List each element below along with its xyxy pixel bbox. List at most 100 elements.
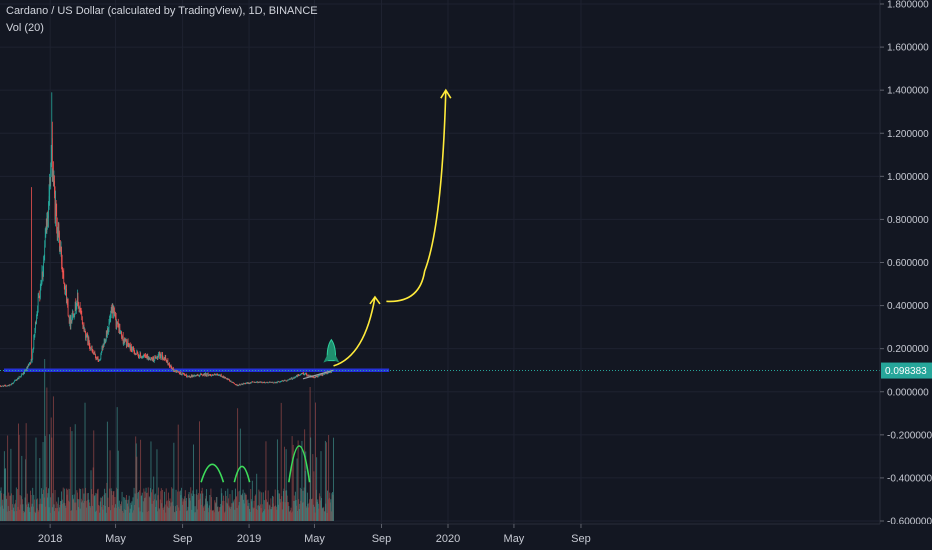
volume-bar	[208, 512, 210, 521]
volume-bar	[125, 509, 127, 521]
candle-body	[316, 375, 318, 377]
candle-body	[94, 352, 96, 354]
candle-body	[256, 381, 258, 383]
candle-body	[51, 138, 53, 162]
volume-bar	[128, 495, 130, 521]
candle-body	[248, 382, 250, 384]
volume-bar	[57, 503, 59, 521]
volume-bar	[138, 507, 140, 521]
volume-bar	[287, 502, 289, 521]
volume-bar	[139, 511, 141, 521]
candle-body	[108, 328, 109, 333]
volume-bar	[319, 496, 321, 521]
volume-bar	[194, 506, 196, 521]
candle-body	[150, 357, 152, 360]
candle-body	[251, 381, 253, 383]
volume-bar	[145, 497, 146, 521]
volume-bar	[36, 499, 37, 521]
candle-body	[186, 374, 187, 377]
candle-body	[35, 322, 36, 331]
candle-body	[167, 360, 169, 365]
volume-bar	[152, 501, 154, 521]
candle-body	[37, 310, 38, 312]
volume-bar	[311, 499, 313, 521]
candle-body	[286, 379, 288, 382]
volume-bar	[79, 508, 81, 521]
volume-bar	[117, 450, 119, 521]
volume-bar	[158, 508, 160, 521]
volume-bar	[226, 502, 228, 521]
volume-bar	[98, 504, 100, 521]
candle-body	[126, 344, 128, 347]
candle-body	[104, 339, 106, 343]
volume-bar	[80, 498, 82, 521]
candle-body	[115, 314, 116, 318]
volume-bar	[149, 488, 151, 521]
volume-bar	[82, 502, 84, 521]
volume-bar	[0, 487, 2, 521]
candle-body	[237, 385, 238, 387]
projection-arrow-1	[333, 296, 376, 367]
candle-body	[52, 138, 53, 180]
candle-body	[180, 372, 182, 375]
volume-bar	[128, 499, 130, 521]
volume-bar	[122, 512, 124, 521]
volume-bar	[195, 494, 197, 521]
candle-body	[36, 311, 38, 319]
volume-bar	[300, 488, 302, 521]
volume-bar	[1, 505, 3, 521]
volume-bar	[148, 510, 150, 521]
volume-bar	[74, 424, 76, 521]
volume-bar	[267, 501, 269, 521]
volume-bar	[101, 507, 103, 521]
candle-body	[87, 338, 89, 343]
y-tick-label: 1.200000	[887, 129, 929, 140]
candle-body	[26, 367, 28, 371]
candle-body	[180, 372, 181, 375]
volume-bar	[227, 498, 229, 521]
volume-bar	[179, 510, 181, 521]
candle-body	[309, 375, 311, 377]
candle-body	[148, 358, 150, 360]
x-tick-label: May	[304, 533, 325, 545]
volume-bar	[142, 512, 144, 521]
volume-bar	[6, 511, 8, 521]
candle-body	[76, 304, 78, 309]
volume-bar	[263, 500, 265, 521]
candle-body	[268, 382, 270, 383]
candle-body	[145, 356, 147, 357]
candle-body	[278, 381, 280, 383]
candle-body	[55, 204, 57, 211]
candle-body	[212, 374, 214, 376]
volume-bar	[318, 493, 320, 521]
volume-bar	[231, 503, 233, 521]
candle-body	[81, 317, 83, 325]
volume-bar	[278, 504, 279, 521]
volume-bar	[146, 493, 148, 521]
candle-body	[48, 202, 49, 218]
volume-bar	[19, 509, 21, 521]
candle-body	[146, 355, 148, 359]
volume-bar	[97, 488, 99, 521]
volume-bar	[249, 511, 251, 521]
volume-bar	[46, 387, 48, 521]
candle-body	[192, 376, 193, 377]
volume-bar	[214, 502, 216, 521]
candle-body	[106, 334, 108, 337]
candle-body	[1, 386, 2, 387]
candle-body	[103, 345, 104, 347]
volume-bar	[8, 492, 10, 521]
candle-body	[303, 374, 305, 376]
volume-bar	[218, 510, 220, 521]
candle-body	[288, 379, 290, 381]
volume-bar	[38, 510, 40, 521]
volume-bar	[84, 402, 86, 521]
candle-body	[27, 366, 29, 369]
candle-body	[149, 358, 150, 360]
candle-body	[155, 357, 157, 359]
volume-bar	[260, 508, 262, 521]
volume-bar	[104, 488, 106, 521]
volume-bar	[207, 507, 209, 521]
volume-bar	[95, 492, 97, 521]
